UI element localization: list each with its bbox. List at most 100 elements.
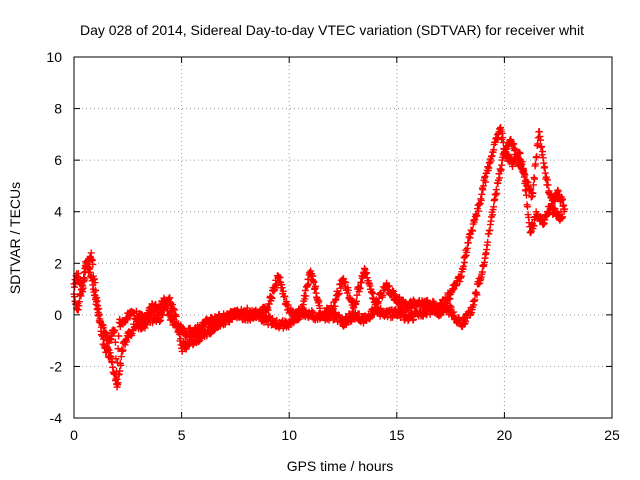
data-point bbox=[461, 258, 469, 266]
data-point bbox=[487, 217, 495, 225]
data-point bbox=[75, 298, 83, 306]
data-point bbox=[281, 292, 289, 300]
data-point bbox=[446, 302, 454, 310]
data-point bbox=[355, 310, 363, 318]
data-point bbox=[166, 294, 174, 302]
data-point bbox=[379, 291, 387, 299]
data-point bbox=[552, 207, 560, 215]
data-point bbox=[173, 322, 181, 330]
data-point bbox=[530, 222, 538, 230]
data-point bbox=[353, 291, 361, 299]
data-point bbox=[533, 153, 541, 161]
data-point bbox=[310, 278, 318, 286]
y-tick-label: 4 bbox=[54, 204, 62, 220]
data-point bbox=[337, 284, 345, 292]
data-point bbox=[484, 238, 492, 246]
data-point bbox=[342, 279, 350, 287]
data-point bbox=[524, 203, 532, 211]
data-point bbox=[123, 338, 131, 346]
data-point bbox=[490, 203, 498, 211]
data-point bbox=[520, 173, 528, 181]
data-point bbox=[534, 140, 542, 148]
data-point bbox=[73, 306, 81, 314]
plot-frame bbox=[73, 56, 613, 419]
data-point bbox=[172, 312, 180, 320]
data-point bbox=[93, 297, 101, 305]
data-point bbox=[80, 269, 88, 277]
y-tick-label: 10 bbox=[46, 49, 62, 65]
data-point bbox=[460, 262, 468, 270]
data-point bbox=[558, 214, 566, 222]
data-point bbox=[388, 287, 396, 295]
data-point bbox=[478, 190, 486, 198]
data-point bbox=[480, 258, 488, 266]
data-point bbox=[96, 317, 104, 325]
data-point bbox=[493, 189, 501, 197]
y-axis-label: SDTVAR / TECUs bbox=[7, 182, 23, 294]
data-point bbox=[460, 320, 468, 328]
data-point bbox=[475, 207, 483, 215]
data-point bbox=[450, 308, 458, 316]
data-point bbox=[352, 297, 360, 305]
y-tick-label: 6 bbox=[54, 152, 62, 168]
data-point bbox=[249, 314, 257, 322]
data-point bbox=[473, 212, 481, 220]
data-point bbox=[344, 286, 352, 294]
data-point bbox=[115, 332, 123, 340]
data-point bbox=[248, 313, 256, 321]
data-point bbox=[541, 163, 549, 171]
data-point bbox=[529, 189, 537, 197]
data-point bbox=[477, 196, 485, 204]
series-0 bbox=[70, 124, 569, 383]
data-point bbox=[539, 148, 547, 156]
data-point bbox=[385, 282, 393, 290]
data-point bbox=[521, 179, 529, 187]
data-point bbox=[559, 195, 567, 203]
data-point bbox=[536, 136, 544, 144]
data-point bbox=[478, 268, 486, 276]
data-point bbox=[516, 149, 524, 157]
data-point bbox=[538, 143, 546, 151]
data-point bbox=[110, 327, 118, 335]
data-point bbox=[170, 305, 178, 313]
data-point bbox=[178, 347, 186, 355]
data-point bbox=[303, 281, 311, 289]
data-point bbox=[117, 353, 125, 361]
data-point bbox=[529, 181, 537, 189]
data-point bbox=[430, 298, 438, 306]
data-point bbox=[91, 279, 99, 287]
chart-title: Day 028 of 2014, Sidereal Day-to-day VTE… bbox=[80, 22, 584, 38]
data-point bbox=[117, 361, 125, 369]
data-point bbox=[519, 166, 527, 174]
data-point bbox=[457, 274, 465, 282]
data-point bbox=[463, 244, 471, 252]
data-series bbox=[70, 124, 569, 391]
data-point bbox=[263, 305, 271, 313]
data-point bbox=[268, 294, 276, 302]
data-point bbox=[264, 306, 272, 314]
data-point bbox=[111, 338, 119, 346]
data-point bbox=[74, 273, 82, 281]
data-point bbox=[77, 292, 85, 300]
data-point bbox=[123, 316, 131, 324]
data-point bbox=[89, 260, 97, 268]
y-tick-label: 2 bbox=[54, 255, 62, 271]
data-point bbox=[473, 291, 481, 299]
x-tick-label: 5 bbox=[178, 427, 186, 443]
data-point bbox=[177, 335, 185, 343]
x-axis-label: GPS time / hours bbox=[287, 458, 394, 474]
data-point bbox=[531, 175, 539, 183]
data-point bbox=[489, 148, 497, 156]
data-point bbox=[92, 286, 100, 294]
data-point bbox=[171, 306, 179, 314]
data-point bbox=[349, 304, 357, 312]
y-tick-label: -2 bbox=[50, 358, 63, 374]
data-point bbox=[446, 295, 454, 303]
data-point bbox=[156, 317, 164, 325]
data-point bbox=[496, 174, 504, 182]
data-point bbox=[243, 304, 251, 312]
data-point bbox=[331, 302, 339, 310]
data-point bbox=[468, 309, 476, 317]
data-point bbox=[114, 379, 122, 387]
data-point bbox=[544, 181, 552, 189]
